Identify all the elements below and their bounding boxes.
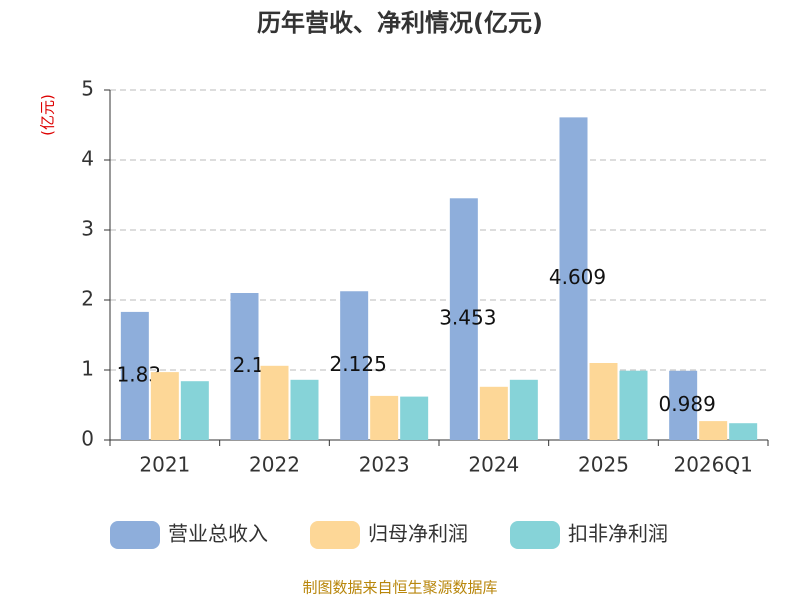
bar [150, 372, 179, 440]
bar [340, 291, 369, 440]
legend-label: 营业总收入 [168, 522, 268, 546]
y-tick-label: 5 [81, 77, 94, 101]
x-tick-label: 2026Q1 [673, 453, 752, 477]
x-tick-label: 2021 [139, 453, 190, 477]
bar [180, 381, 209, 440]
legend-label: 归母净利润 [368, 522, 468, 546]
value-label: 2.1 [233, 353, 265, 377]
bar [449, 198, 478, 440]
bar [669, 370, 698, 440]
chart-title: 历年营收、净利情况(亿元) [257, 9, 543, 37]
value-label: 4.609 [549, 265, 606, 289]
legend-swatch [510, 521, 560, 549]
bar [290, 379, 319, 440]
bar [589, 363, 618, 440]
y-axis-label: (亿元) [39, 94, 57, 136]
x-tick-label: 2023 [359, 453, 410, 477]
y-tick-label: 4 [81, 147, 94, 171]
bar [370, 395, 399, 440]
x-tick-label: 2024 [468, 453, 519, 477]
y-tick-label: 1 [81, 357, 94, 381]
bar [260, 365, 289, 440]
bar [120, 311, 149, 440]
bar [479, 386, 508, 440]
bar [559, 117, 588, 441]
legend-label: 扣非净利润 [568, 522, 668, 546]
legend-swatch [310, 521, 360, 549]
bar [509, 379, 538, 440]
value-label: 2.125 [330, 352, 387, 376]
bar [729, 423, 758, 440]
value-label: 3.453 [439, 306, 496, 330]
bar [400, 396, 429, 440]
value-label: 0.989 [659, 392, 716, 416]
bar [619, 370, 648, 440]
footer: 制图数据来自恒生聚源数据库 [302, 579, 497, 597]
legend-swatch [110, 521, 160, 549]
y-tick-label: 2 [81, 287, 94, 311]
x-tick-label: 2025 [578, 453, 629, 477]
bar [699, 421, 728, 440]
y-tick-label: 3 [81, 217, 94, 241]
x-tick-label: 2022 [249, 453, 300, 477]
y-tick-label: 0 [81, 427, 94, 451]
bar [230, 293, 259, 440]
